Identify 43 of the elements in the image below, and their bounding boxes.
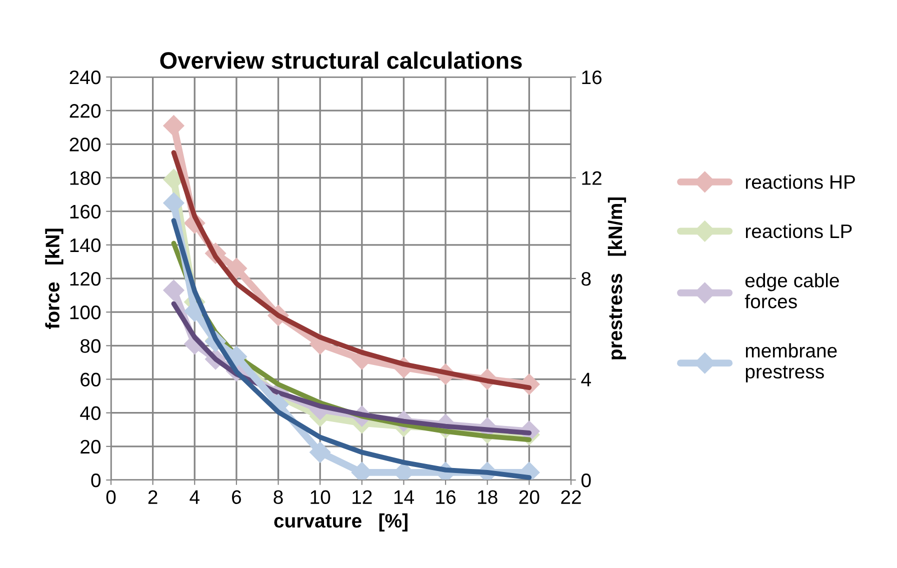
y-tick-label: 40 [80,406,101,420]
point [226,258,247,279]
y-axis-title: force [kN] [45,228,64,329]
legend-label: edge cable forces [744,273,839,308]
y-tick-label: 240 [70,70,101,84]
x-tick-label: 22 [561,490,581,504]
x-tick-label: 2 [148,490,158,504]
y2-tick-label: 12 [582,171,602,185]
x-tick-label: 20 [519,490,540,504]
x-tick-label: 10 [310,490,330,504]
y-tick-label: 160 [70,204,101,219]
x-tick-label: 12 [352,490,372,504]
y-tick-label: 20 [80,440,101,454]
y2-tick-label: 8 [582,272,591,286]
point [310,442,331,463]
legend-label: reactions HP [746,174,855,189]
y2-tick-label: 0 [581,473,591,488]
y-tick-label: 80 [80,339,101,353]
chart-title: Overview structural calculations [160,52,522,69]
y-tick-label: 100 [70,306,101,320]
x-axis-title: curvature [%] [274,513,408,532]
y-tick-label: 140 [70,238,101,252]
legend-label: membrane prestress [746,343,837,382]
y2-tick-label: 16 [582,70,602,84]
x-tick-label: 6 [232,490,242,504]
x-tick-label: 0 [106,490,116,504]
y2-axis-title: prestress [kN/m] [608,197,626,360]
point [163,192,184,214]
point [163,115,184,136]
x-tick-label: 4 [190,490,200,504]
legend-label: reactions LP [746,224,852,238]
y-tick-label: 180 [70,171,101,185]
y-tick-label: 200 [70,138,101,152]
y-tick-label: 60 [80,372,101,386]
y-tick-label: 120 [70,272,101,286]
x-tick-label: 14 [394,490,414,504]
x-tick-label: 16 [436,490,456,504]
y-tick-label: 0 [91,473,101,488]
point [163,280,184,301]
x-tick-label: 8 [274,490,283,504]
y-tick-label: 220 [70,104,101,118]
x-tick-label: 18 [478,490,498,504]
y2-tick-label: 4 [581,372,591,386]
